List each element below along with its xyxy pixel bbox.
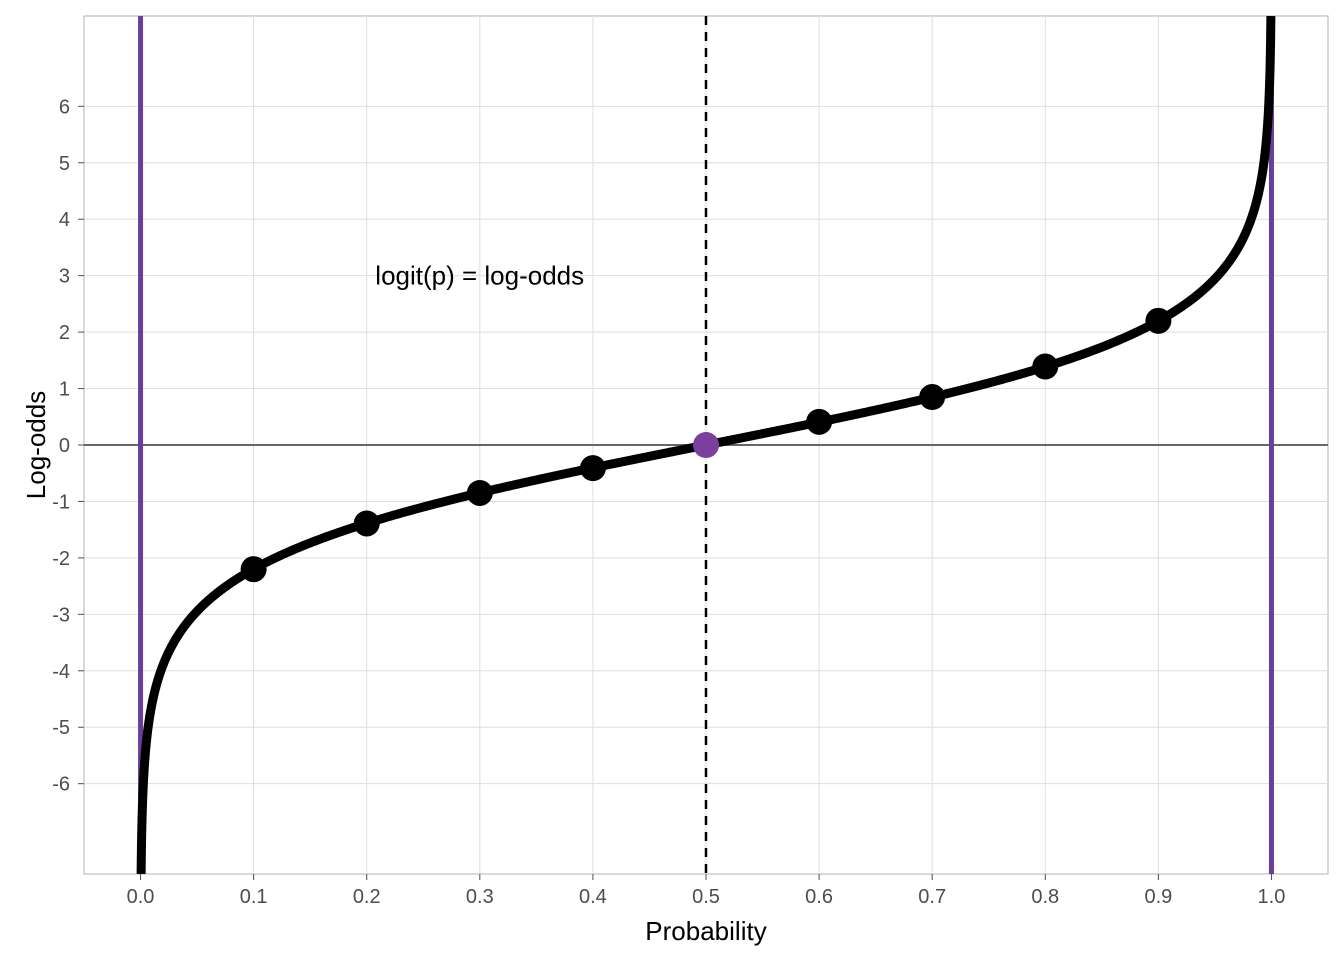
y-tick-label: 4 (59, 209, 70, 231)
x-axis-title: Probability (645, 916, 766, 946)
y-tick-label: 3 (59, 266, 70, 288)
y-tick-label: 0 (59, 435, 70, 457)
y-tick-label: -2 (52, 548, 70, 570)
curve-annotation: logit(p) = log-odds (375, 261, 584, 291)
y-tick-label: -4 (52, 661, 70, 683)
data-point (466, 479, 493, 506)
x-tick-label: 0.5 (692, 886, 720, 908)
data-point (1145, 307, 1172, 334)
y-tick-label: -1 (52, 491, 70, 513)
y-tick-label: 6 (59, 96, 70, 118)
y-tick-label: -3 (52, 604, 70, 626)
tick-labels: 0.0 0.1 0.2 0.3 0.4 0.5 0.6 0.7 0.8 0.9 1.0 -6 -5 -4 -… (52, 96, 1285, 908)
data-point (919, 384, 946, 411)
data-point (1032, 353, 1059, 380)
x-tick-label: 0.1 (240, 886, 268, 908)
x-tick-label: 0.8 (1031, 886, 1059, 908)
x-tick-label: 0.0 (127, 886, 155, 908)
data-point (240, 556, 267, 583)
x-tick-label: 0.9 (1144, 886, 1172, 908)
y-axis-title: Log-odds (21, 391, 51, 499)
x-tick-label: 0.6 (805, 886, 833, 908)
x-tick-label: 0.4 (579, 886, 607, 908)
y-tick-label: 5 (59, 153, 70, 175)
data-point (353, 510, 380, 537)
y-tick-label: -6 (52, 774, 70, 796)
y-tick-label: 1 (59, 379, 70, 401)
data-point (806, 408, 833, 435)
x-tick-label: 0.3 (466, 886, 494, 908)
x-tick-label: 0.2 (353, 886, 381, 908)
y-tick-label: -5 (52, 717, 70, 739)
data-point (579, 455, 606, 482)
x-tick-label: 1.0 (1258, 886, 1286, 908)
logit-series (136, 16, 1276, 874)
y-tick-label: 2 (59, 322, 70, 344)
data-point (693, 432, 719, 458)
x-tick-label: 0.7 (918, 886, 946, 908)
